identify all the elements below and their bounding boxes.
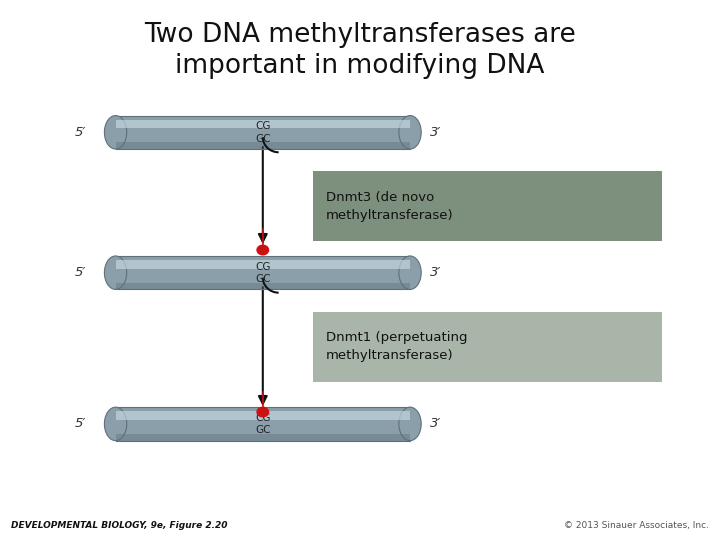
Text: CG
GC: CG GC <box>255 413 271 435</box>
Text: 3′: 3′ <box>430 126 441 139</box>
Bar <box>115 256 410 289</box>
Text: Two DNA methyltransferases are: Two DNA methyltransferases are <box>144 22 576 48</box>
Text: important in modifying DNA: important in modifying DNA <box>175 53 545 79</box>
Ellipse shape <box>257 245 269 255</box>
Bar <box>313 171 662 241</box>
Bar <box>115 411 410 420</box>
Text: 3′: 3′ <box>430 417 441 430</box>
Ellipse shape <box>399 116 421 149</box>
Bar <box>313 312 662 382</box>
Bar <box>115 407 410 441</box>
Bar <box>115 119 410 129</box>
Text: 5′: 5′ <box>75 417 86 430</box>
Text: Dnmt3 (de novo
methyltransferase): Dnmt3 (de novo methyltransferase) <box>326 191 454 222</box>
Text: DEVELOPMENTAL BIOLOGY, 9e, Figure 2.20: DEVELOPMENTAL BIOLOGY, 9e, Figure 2.20 <box>11 521 228 530</box>
Ellipse shape <box>104 256 127 289</box>
Text: 3′: 3′ <box>430 266 441 279</box>
Text: 5′: 5′ <box>75 266 86 279</box>
Text: © 2013 Sinauer Associates, Inc.: © 2013 Sinauer Associates, Inc. <box>564 521 709 530</box>
Text: 5′: 5′ <box>75 126 86 139</box>
Bar <box>115 143 410 149</box>
Text: CG
GC: CG GC <box>255 261 271 284</box>
Bar <box>115 116 410 149</box>
Ellipse shape <box>399 256 421 289</box>
Text: Dnmt1 (perpetuating
methyltransferase): Dnmt1 (perpetuating methyltransferase) <box>326 331 468 362</box>
Ellipse shape <box>104 407 127 441</box>
Ellipse shape <box>104 116 127 149</box>
Ellipse shape <box>399 407 421 441</box>
Bar <box>115 260 410 269</box>
Bar <box>115 434 410 441</box>
Text: CG
GC: CG GC <box>255 121 271 144</box>
Ellipse shape <box>257 407 269 417</box>
Bar <box>115 283 410 289</box>
